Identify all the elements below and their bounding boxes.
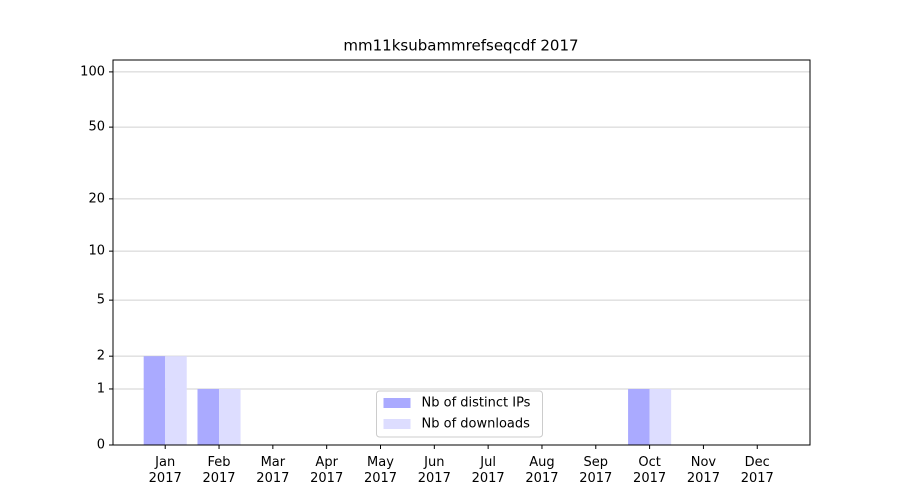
y-tick-label: 1 bbox=[97, 381, 105, 396]
x-tick-label: Aug 2017 bbox=[525, 455, 558, 486]
y-tick-label: 2 bbox=[97, 349, 105, 364]
legend-swatch bbox=[383, 398, 411, 408]
x-tick-label: Mar 2017 bbox=[256, 455, 289, 486]
x-tick-label: Feb 2017 bbox=[202, 455, 235, 486]
x-tick-label: Sep 2017 bbox=[579, 455, 612, 486]
y-tick-label: 0 bbox=[97, 438, 105, 453]
x-tick-label: Apr 2017 bbox=[310, 455, 343, 486]
x-tick-label: Oct 2017 bbox=[633, 455, 666, 486]
x-tick-label: May 2017 bbox=[364, 455, 397, 486]
bar bbox=[165, 356, 187, 445]
legend-swatch bbox=[383, 419, 411, 429]
y-tick-label: 20 bbox=[88, 191, 105, 206]
bar bbox=[219, 388, 241, 445]
y-tick-label: 50 bbox=[88, 120, 105, 135]
x-tick-label: Nov 2017 bbox=[687, 455, 720, 486]
x-tick-label: Jul 2017 bbox=[472, 455, 505, 486]
bar bbox=[649, 388, 672, 445]
bar bbox=[197, 388, 220, 445]
x-tick-label: Dec 2017 bbox=[741, 455, 774, 486]
plot-frame bbox=[112, 59, 811, 446]
y-tick-label: 100 bbox=[80, 64, 105, 79]
chart-title: mm11ksubammrefseqcdf 2017 bbox=[343, 37, 578, 55]
y-tick-label: 5 bbox=[97, 293, 105, 308]
x-tick-label: Jan 2017 bbox=[149, 455, 182, 486]
bar bbox=[628, 388, 650, 445]
legend-label: Nb of distinct IPs bbox=[422, 396, 531, 411]
bar bbox=[143, 356, 166, 445]
legend-label: Nb of downloads bbox=[422, 417, 531, 432]
legend-box bbox=[376, 390, 543, 438]
x-tick-label: Jun 2017 bbox=[418, 455, 451, 486]
y-tick-label: 10 bbox=[88, 244, 105, 259]
